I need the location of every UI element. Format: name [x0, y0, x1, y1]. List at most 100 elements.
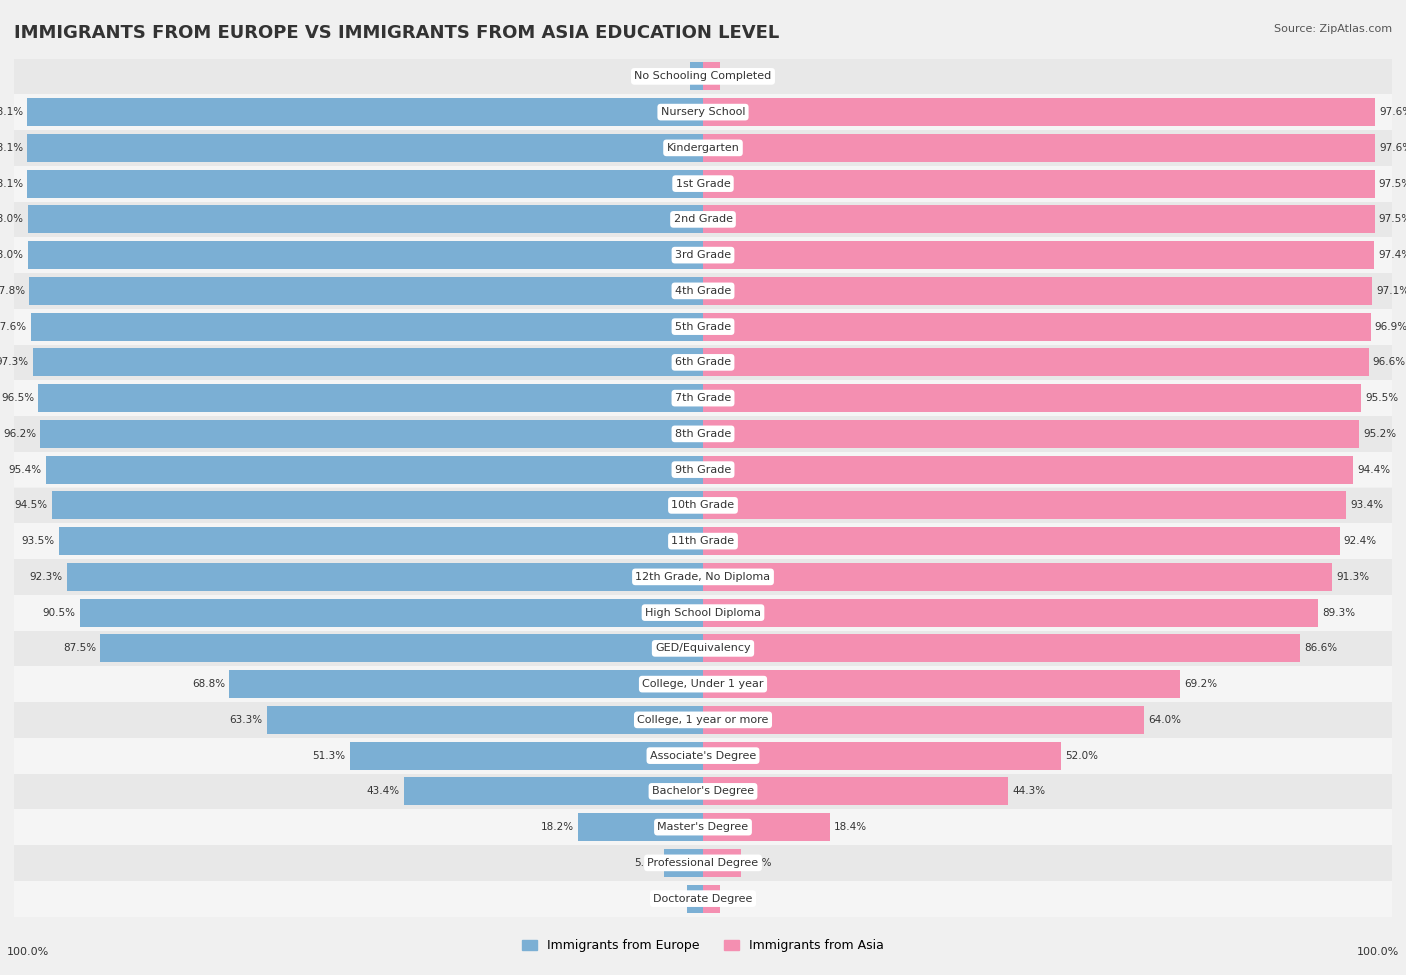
Text: Associate's Degree: Associate's Degree — [650, 751, 756, 760]
Bar — [703, 813, 830, 841]
Text: 4th Grade: 4th Grade — [675, 286, 731, 295]
Text: 90.5%: 90.5% — [42, 607, 76, 617]
Bar — [703, 670, 1180, 698]
Text: 97.1%: 97.1% — [1376, 286, 1406, 295]
Bar — [14, 666, 1392, 702]
Text: 6th Grade: 6th Grade — [675, 358, 731, 368]
Text: 96.9%: 96.9% — [1375, 322, 1406, 332]
Bar — [229, 670, 703, 698]
Text: 95.4%: 95.4% — [8, 465, 42, 475]
Text: Kindergarten: Kindergarten — [666, 143, 740, 153]
Text: 86.6%: 86.6% — [1303, 644, 1337, 653]
Bar — [27, 134, 703, 162]
Bar — [14, 488, 1392, 524]
Bar — [14, 416, 1392, 451]
Text: 52.0%: 52.0% — [1066, 751, 1098, 760]
Text: 98.0%: 98.0% — [0, 251, 24, 260]
Bar — [703, 455, 1354, 484]
Text: 94.4%: 94.4% — [1358, 465, 1391, 475]
Bar — [703, 706, 1144, 734]
Text: 93.4%: 93.4% — [1351, 500, 1384, 510]
Bar — [703, 849, 741, 877]
Text: 97.6%: 97.6% — [0, 322, 27, 332]
Bar — [14, 631, 1392, 666]
Bar — [690, 62, 703, 91]
Text: 5.6%: 5.6% — [634, 858, 661, 868]
Text: No Schooling Completed: No Schooling Completed — [634, 71, 772, 81]
Text: 2.4%: 2.4% — [724, 71, 751, 81]
Bar — [14, 237, 1392, 273]
Bar — [703, 884, 720, 913]
Bar — [14, 344, 1392, 380]
Bar — [14, 273, 1392, 309]
Text: 97.6%: 97.6% — [1379, 143, 1406, 153]
Text: 97.8%: 97.8% — [0, 286, 25, 295]
Text: 95.2%: 95.2% — [1362, 429, 1396, 439]
Text: 9th Grade: 9th Grade — [675, 465, 731, 475]
Text: 68.8%: 68.8% — [191, 680, 225, 689]
Text: 89.3%: 89.3% — [1323, 607, 1355, 617]
Text: 98.1%: 98.1% — [0, 143, 22, 153]
Bar — [14, 738, 1392, 773]
Bar — [14, 595, 1392, 631]
Text: 97.5%: 97.5% — [1379, 178, 1406, 188]
Text: 69.2%: 69.2% — [1184, 680, 1218, 689]
Bar — [703, 384, 1361, 412]
Text: Bachelor's Degree: Bachelor's Degree — [652, 787, 754, 797]
Bar — [31, 313, 703, 340]
Bar — [267, 706, 703, 734]
Bar — [32, 348, 703, 376]
Text: 5th Grade: 5th Grade — [675, 322, 731, 332]
Bar — [80, 599, 703, 627]
Text: 2.3%: 2.3% — [657, 894, 683, 904]
Text: 92.3%: 92.3% — [30, 572, 63, 582]
Text: 100.0%: 100.0% — [7, 948, 49, 957]
Bar — [703, 599, 1319, 627]
Text: 64.0%: 64.0% — [1149, 715, 1181, 724]
Bar — [14, 130, 1392, 166]
Text: 97.3%: 97.3% — [0, 358, 28, 368]
Text: 5.5%: 5.5% — [745, 858, 772, 868]
Text: Nursery School: Nursery School — [661, 107, 745, 117]
Bar — [703, 527, 1340, 555]
Bar — [14, 95, 1392, 130]
Text: 12th Grade, No Diploma: 12th Grade, No Diploma — [636, 572, 770, 582]
Text: 100.0%: 100.0% — [1357, 948, 1399, 957]
Text: Professional Degree: Professional Degree — [647, 858, 759, 868]
Bar — [703, 563, 1331, 591]
Text: 1.9%: 1.9% — [659, 71, 686, 81]
Text: 96.5%: 96.5% — [1, 393, 34, 403]
Text: 97.4%: 97.4% — [1378, 251, 1406, 260]
Bar — [52, 491, 703, 520]
Bar — [703, 98, 1375, 126]
Bar — [28, 241, 703, 269]
Bar — [67, 563, 703, 591]
Text: GED/Equivalency: GED/Equivalency — [655, 644, 751, 653]
Bar — [14, 524, 1392, 559]
Text: 94.5%: 94.5% — [14, 500, 48, 510]
Text: 96.6%: 96.6% — [1372, 358, 1406, 368]
Bar — [38, 384, 703, 412]
Bar — [14, 880, 1392, 916]
Text: 8th Grade: 8th Grade — [675, 429, 731, 439]
Bar — [100, 635, 703, 662]
Text: 2.4%: 2.4% — [724, 894, 751, 904]
Text: 2nd Grade: 2nd Grade — [673, 214, 733, 224]
Bar — [703, 348, 1368, 376]
Text: 18.4%: 18.4% — [834, 822, 868, 832]
Text: 92.4%: 92.4% — [1344, 536, 1376, 546]
Bar — [30, 277, 703, 305]
Bar — [14, 559, 1392, 595]
Bar — [59, 527, 703, 555]
Text: 63.3%: 63.3% — [229, 715, 263, 724]
Bar — [14, 202, 1392, 237]
Text: 10th Grade: 10th Grade — [672, 500, 734, 510]
Bar — [27, 170, 703, 198]
Text: 3rd Grade: 3rd Grade — [675, 251, 731, 260]
Text: 97.6%: 97.6% — [1379, 107, 1406, 117]
Bar — [703, 313, 1371, 340]
Text: Source: ZipAtlas.com: Source: ZipAtlas.com — [1274, 24, 1392, 34]
Bar — [703, 742, 1062, 769]
Text: 95.5%: 95.5% — [1365, 393, 1398, 403]
Bar — [46, 455, 703, 484]
